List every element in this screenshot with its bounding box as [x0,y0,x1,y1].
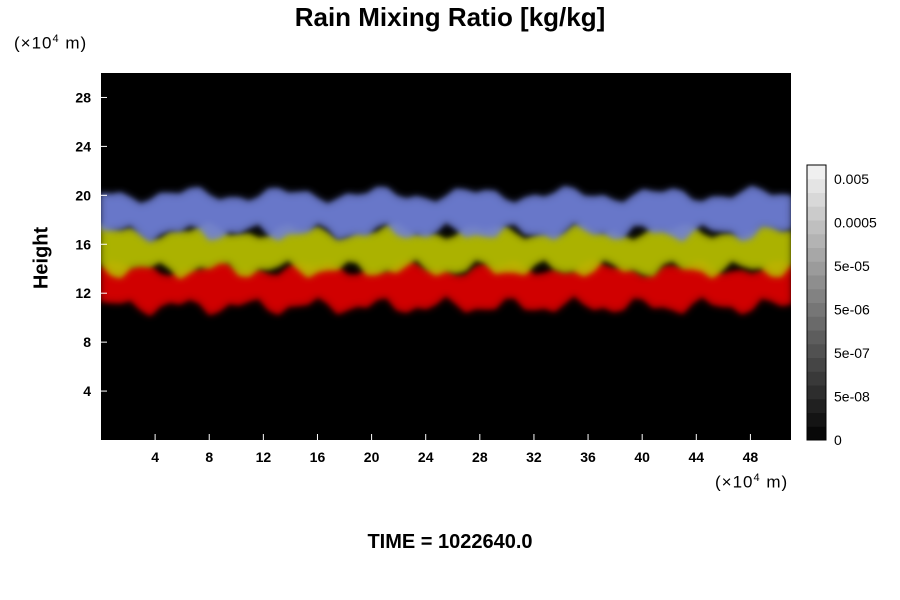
colorbar-frame [806,164,827,441]
x-tick-label: 40 [634,449,650,465]
colorbar-segment [807,165,826,180]
time-label: TIME = 1022640.0 [367,531,533,553]
colorbar-segment [807,220,826,235]
colorbar-segment [807,412,826,427]
colorbar-segment [807,178,826,193]
x-tick-label: 8 [205,449,213,465]
colorbar-label: 5e-05 [834,258,870,274]
y-tick-label: 28 [75,89,91,105]
x-tick-label: 44 [689,449,705,465]
colorbar-label: 0.0005 [834,215,877,231]
y-tick-label: 4 [83,383,91,399]
colorbar-segment [807,330,826,345]
x-tick-label: 24 [418,449,434,465]
colorbar-segment [807,206,826,221]
colorbar-segment [807,357,826,372]
colorbar-label: 0 [834,432,842,448]
colorbar-segment [807,261,826,276]
chart-title: Rain Mixing Ratio [kg/kg] [294,2,606,32]
x-axis-ticks: 4 8 12 16 20 24 28 32 36 40 44 48 [151,434,758,465]
layer-red [101,259,791,316]
colorbar-segment [807,385,826,400]
colorbar-label: 5e-07 [834,345,870,361]
layer-blue [101,186,791,242]
colorbar-segment [807,398,826,413]
y-tick-label: 12 [75,285,91,301]
x-tick-label: 12 [256,449,272,465]
colorbar-segment [807,343,826,358]
y-axis-unit: (×104 m) [14,33,88,53]
colorbar-segment [807,288,826,303]
x-tick-label: 48 [743,449,759,465]
y-tick-label: 20 [75,187,91,203]
colorbar: 0.005 0.0005 5e-05 5e-06 5e-07 5e-08 0 [806,164,877,448]
y-axis-ticks: 4 8 12 16 20 24 28 [75,89,107,399]
y-tick-label: 24 [75,138,91,154]
x-tick-label: 28 [472,449,488,465]
colorbar-label: 5e-08 [834,389,870,405]
x-tick-label: 20 [364,449,380,465]
colorbar-segment [807,426,826,441]
x-axis-unit: (×104 m) [715,472,789,492]
colorbar-segment [807,302,826,317]
y-tick-label: 16 [75,236,91,252]
x-tick-label: 32 [526,449,542,465]
colorbar-label: 5e-06 [834,302,870,318]
colorbar-segment [807,233,826,248]
colorbar-segment [807,192,826,207]
colorbar-label: 0.005 [834,171,869,187]
x-tick-label: 36 [580,449,596,465]
colorbar-segment [807,275,826,290]
colorbar-segment [807,371,826,386]
rain-field [101,186,791,316]
x-tick-label: 4 [151,449,159,465]
colorbar-segment [807,247,826,262]
colorbar-segment [807,316,826,331]
y-tick-label: 8 [83,334,91,350]
x-tick-label: 16 [310,449,326,465]
